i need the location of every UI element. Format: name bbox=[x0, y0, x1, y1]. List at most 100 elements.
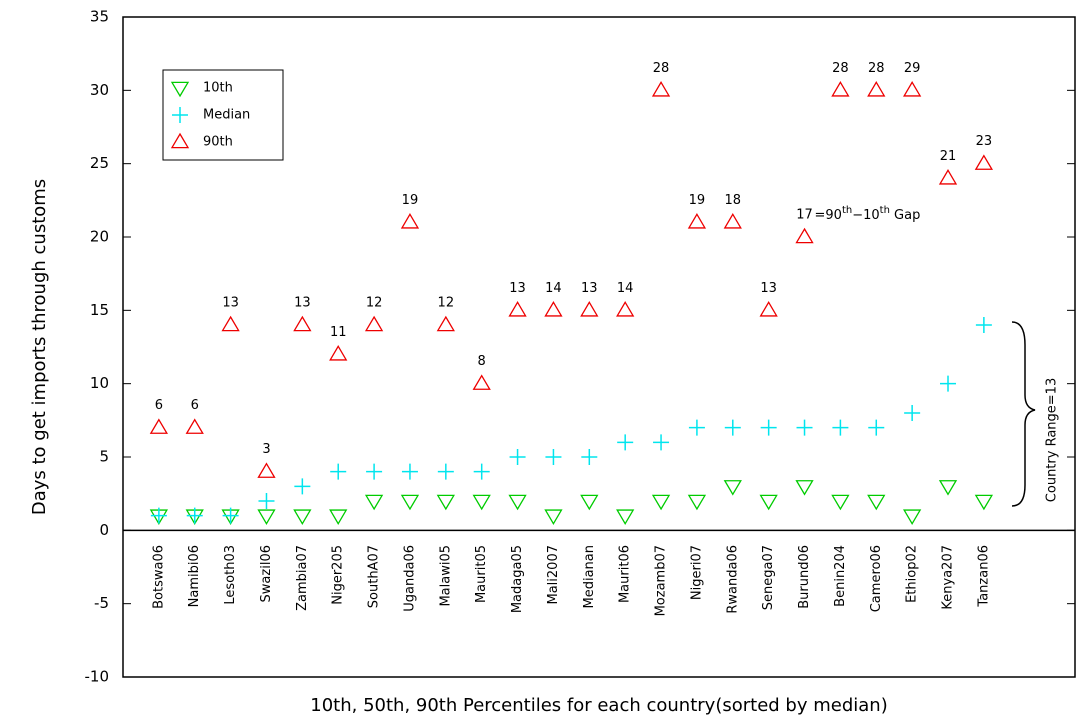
gap-label: 11 bbox=[330, 325, 347, 340]
gap-label: 17 bbox=[796, 208, 813, 223]
marker bbox=[831, 494, 850, 511]
marker bbox=[364, 494, 384, 511]
legend-label: Median bbox=[203, 108, 250, 123]
gap-note-part: th bbox=[842, 205, 852, 216]
marker bbox=[185, 418, 204, 434]
y-tick-label: 15 bbox=[90, 301, 109, 319]
marker bbox=[938, 169, 958, 185]
x-tick-label: Lesoth03 bbox=[223, 545, 238, 605]
y-tick-label: 5 bbox=[99, 448, 109, 466]
marker bbox=[544, 509, 563, 525]
x-tick-label: Malawi05 bbox=[438, 545, 453, 607]
x-tick-label: Mozamb07 bbox=[654, 545, 669, 616]
marker bbox=[400, 213, 420, 229]
marker bbox=[974, 494, 994, 511]
marker bbox=[760, 419, 777, 436]
marker bbox=[867, 81, 886, 97]
marker bbox=[903, 81, 922, 97]
gap-label: 18 bbox=[725, 193, 742, 208]
marker bbox=[294, 478, 311, 495]
x-tick-label: Namibi06 bbox=[187, 545, 202, 607]
marker bbox=[436, 315, 455, 332]
gap-label: 29 bbox=[904, 61, 921, 76]
x-tick-label: Rwanda06 bbox=[725, 545, 740, 614]
x-tick-label: SouthA07 bbox=[367, 545, 382, 608]
x-tick-label: Madaga05 bbox=[510, 545, 525, 613]
x-tick-label: Burund06 bbox=[797, 545, 812, 609]
x-tick-label: Zambia07 bbox=[295, 545, 310, 611]
plot-frame bbox=[122, 16, 1076, 678]
marker bbox=[509, 449, 526, 465]
legend-label: 90th bbox=[203, 135, 233, 150]
y-tick-label: 35 bbox=[90, 8, 109, 26]
marker bbox=[868, 419, 885, 436]
marker bbox=[293, 509, 312, 525]
marker bbox=[293, 315, 312, 332]
marker bbox=[170, 132, 190, 149]
marker bbox=[473, 463, 490, 480]
marker bbox=[472, 494, 491, 511]
gap-label: 12 bbox=[366, 296, 383, 311]
marker bbox=[221, 315, 240, 332]
marker bbox=[832, 419, 849, 436]
gap-label: 8 bbox=[478, 354, 486, 369]
marker bbox=[759, 301, 778, 317]
marker bbox=[724, 419, 741, 436]
x-tick-label: Senega07 bbox=[761, 545, 776, 610]
gap-label: 19 bbox=[689, 193, 706, 208]
marker bbox=[759, 494, 778, 511]
gap-label: 21 bbox=[940, 149, 957, 164]
marker bbox=[974, 154, 994, 170]
legend-label: 10th bbox=[203, 81, 233, 96]
x-tick-label: Maurit06 bbox=[618, 545, 633, 603]
range-note: Country Range=13 bbox=[1045, 378, 1060, 502]
x-tick-label: Niger205 bbox=[331, 545, 346, 605]
gap-label: 28 bbox=[832, 61, 849, 76]
gap-label: 13 bbox=[760, 281, 777, 296]
range-brace bbox=[1011, 321, 1036, 507]
marker bbox=[616, 301, 635, 317]
marker bbox=[795, 480, 814, 496]
marker bbox=[867, 494, 886, 511]
y-tick-label: 25 bbox=[90, 154, 109, 172]
gap-note-part: th bbox=[880, 205, 890, 216]
marker bbox=[544, 301, 563, 317]
y-tick-label: 0 bbox=[99, 521, 109, 539]
gap-label: 23 bbox=[976, 134, 993, 149]
marker bbox=[831, 81, 850, 97]
y-axis-label: Days to get imports through customs bbox=[29, 179, 50, 515]
y-tick-label: 20 bbox=[90, 228, 109, 246]
gap-label: 13 bbox=[222, 296, 239, 311]
gap-label: 14 bbox=[617, 281, 634, 296]
marker bbox=[616, 509, 635, 525]
marker bbox=[653, 434, 670, 451]
marker bbox=[508, 494, 527, 511]
marker bbox=[545, 449, 562, 465]
x-tick-label: Nigeri07 bbox=[689, 545, 704, 600]
marker bbox=[651, 81, 671, 97]
gap-label: 13 bbox=[294, 296, 311, 311]
gap-note-part: Gap bbox=[890, 208, 920, 223]
marker bbox=[580, 301, 599, 317]
gap-label: 13 bbox=[509, 281, 526, 296]
marker bbox=[401, 463, 418, 480]
marker bbox=[149, 418, 169, 434]
marker bbox=[170, 81, 190, 98]
x-tick-label: Mali2007 bbox=[546, 545, 561, 605]
x-tick-label: Camero06 bbox=[869, 545, 884, 612]
marker bbox=[329, 345, 348, 361]
marker bbox=[258, 493, 275, 509]
y-tick-label: -10 bbox=[85, 668, 110, 686]
marker bbox=[257, 462, 276, 478]
x-tick-label: Medianan bbox=[582, 545, 597, 609]
marker bbox=[687, 213, 707, 229]
gap-label: 6 bbox=[191, 398, 199, 413]
x-tick-label: Botswa06 bbox=[151, 545, 166, 609]
x-tick-label: Uganda06 bbox=[402, 545, 417, 612]
marker bbox=[400, 494, 420, 511]
marker bbox=[723, 480, 742, 496]
gap-label: 3 bbox=[262, 442, 270, 457]
gap-label: 13 bbox=[581, 281, 598, 296]
marker bbox=[903, 509, 922, 525]
